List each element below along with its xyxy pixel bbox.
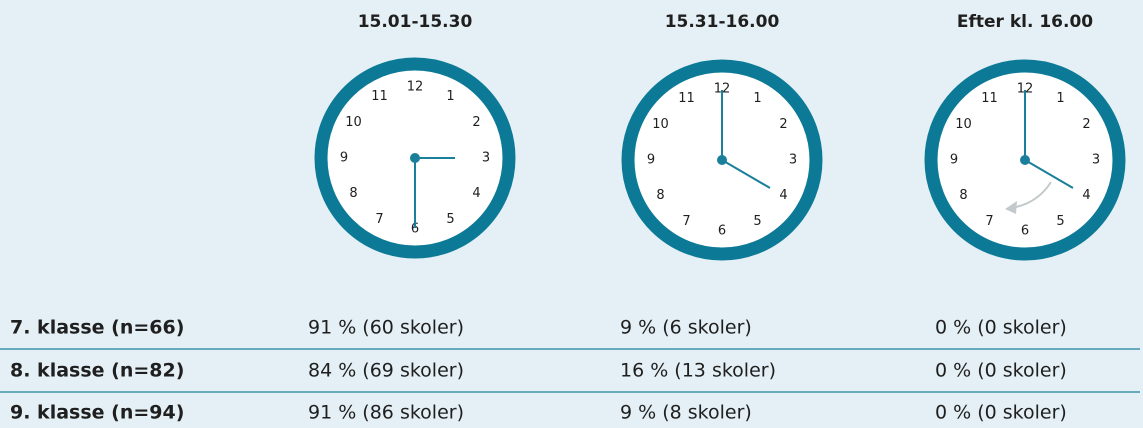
clock-numeral: 3 (482, 151, 490, 166)
clock-numeral: 5 (446, 212, 454, 227)
table-cell: 0 % (0 skoler) (935, 317, 1067, 339)
table-cell: 91 % (86 skoler) (308, 402, 464, 424)
table-cell: 91 % (60 skoler) (308, 317, 464, 339)
clock-numeral: 7 (682, 214, 690, 229)
clock-numeral: 6 (411, 222, 419, 237)
clock-numeral: 6 (718, 224, 726, 239)
clock-numeral: 3 (1092, 153, 1100, 168)
hour-hand (721, 159, 771, 189)
table-cell: 16 % (13 skoler) (620, 360, 776, 382)
clock-numeral: 10 (955, 117, 972, 132)
row-label: 9. klasse (n=94) (10, 402, 184, 424)
column-header: 15.01-15.30 (358, 12, 473, 32)
clock-center (410, 153, 420, 163)
clock-numeral: 4 (472, 186, 480, 201)
clock-numeral: 10 (652, 117, 669, 132)
table-cell: 84 % (69 skoler) (308, 360, 464, 382)
table-cell: 0 % (0 skoler) (935, 402, 1067, 424)
clock-numeral: 8 (656, 188, 664, 203)
clock-numeral: 9 (340, 151, 348, 166)
clock-numeral: 10 (345, 115, 362, 130)
clock-numeral: 1 (446, 89, 454, 104)
row-label: 7. klasse (n=66) (10, 317, 184, 339)
clock-numeral: 1 (753, 91, 761, 106)
clock-numeral: 11 (678, 91, 695, 106)
clock-numeral: 4 (1082, 188, 1090, 203)
clock-numeral: 5 (1056, 214, 1064, 229)
time-arrow-head (1005, 201, 1017, 214)
clock-numeral: 2 (1082, 117, 1090, 132)
table-cell: 9 % (8 skoler) (620, 402, 752, 424)
clock-numeral: 2 (472, 115, 480, 130)
table-cell: 0 % (0 skoler) (935, 360, 1067, 382)
clock-numeral: 6 (1021, 224, 1029, 239)
clock-numeral: 1 (1056, 91, 1064, 106)
clock-numeral: 3 (789, 153, 797, 168)
clock-numeral: 4 (779, 188, 787, 203)
hour-hand (1024, 159, 1074, 189)
clock-numeral: 9 (950, 153, 958, 168)
column-header: Efter kl. 16.00 (957, 12, 1093, 32)
column-header: 15.31-16.00 (665, 12, 780, 32)
clock-numeral: 12 (714, 82, 731, 97)
clock-numeral: 8 (349, 186, 357, 201)
row-label: 8. klasse (n=82) (10, 360, 184, 382)
clock-numeral: 11 (981, 91, 998, 106)
clock-numeral: 12 (407, 80, 424, 95)
table-cell: 9 % (6 skoler) (620, 317, 752, 339)
clock-numeral: 7 (375, 212, 383, 227)
clock-numeral: 12 (1017, 82, 1034, 97)
clock-numeral: 9 (647, 153, 655, 168)
clock-numeral: 11 (371, 89, 388, 104)
clock-numeral: 5 (753, 214, 761, 229)
clock-center (1020, 155, 1030, 165)
clock-numeral: 7 (985, 214, 993, 229)
clock-center (717, 155, 727, 165)
clock-numeral: 2 (779, 117, 787, 132)
clock-numeral: 8 (959, 188, 967, 203)
